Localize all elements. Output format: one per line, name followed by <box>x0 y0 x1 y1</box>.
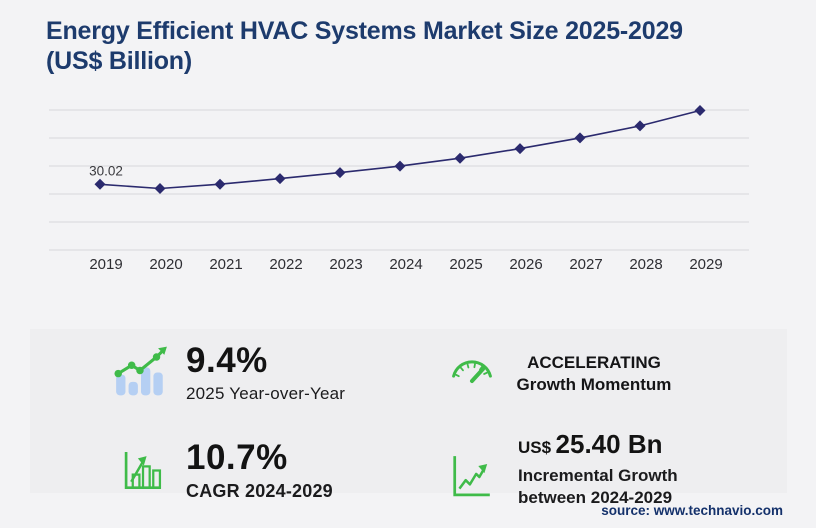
data-point-marker <box>694 105 706 116</box>
stat-cagr-value: 10.7% <box>186 438 288 477</box>
market-size-line-chart: 2019 2020 2021 2022 2023 2024 2025 2026 2027 2028… <box>49 105 749 273</box>
stat-yoy-value: 9.4% <box>186 341 268 380</box>
data-point-marker <box>634 120 646 132</box>
x-axis-label: 2023 <box>329 256 362 273</box>
data-point-marker <box>154 183 166 194</box>
data-point-marker <box>334 167 346 179</box>
data-point-marker <box>94 178 106 190</box>
data-point-marker <box>454 152 466 164</box>
source-attribution: source: www.technavio.com <box>601 503 783 518</box>
data-point-marker <box>274 173 286 185</box>
series-line <box>99 109 701 190</box>
x-axis-label: 2027 <box>569 256 602 273</box>
stat-cagr: 10.7% CAGR 2024-2029 <box>186 438 333 502</box>
stat-yoy: 9.4% 2025 Year-over-Year <box>186 341 345 404</box>
stat-incremental-label-line1: Incremental Growth <box>518 466 678 485</box>
x-axis-label: 2019 <box>89 256 122 273</box>
x-axis-label: 2022 <box>269 256 302 273</box>
page-title: Energy Efficient HVAC Systems Market Siz… <box>46 16 770 76</box>
speedometer-icon <box>452 360 492 383</box>
data-point-marker <box>514 143 526 155</box>
data-point-marker <box>394 160 406 172</box>
bar-chart-trend-icon <box>114 346 167 396</box>
stat-yoy-label: 2025 Year-over-Year <box>186 384 346 403</box>
x-axis-label: 2020 <box>149 256 182 273</box>
stat-momentum-value: ACCELERATING <box>527 353 661 372</box>
stat-incremental-value-line: US$ 25.40 Bn <box>518 428 678 465</box>
growth-bars-icon <box>124 452 162 490</box>
page-title-line1: Energy Efficient HVAC Systems Market Siz… <box>46 17 683 45</box>
x-axis-label: 2028 <box>629 256 662 273</box>
stat-incremental-label-line2: between 2024-2029 <box>518 488 673 507</box>
stat-incremental: US$ 25.40 Bn Incremental Growth between … <box>518 428 678 509</box>
x-axis-label: 2024 <box>389 256 422 273</box>
x-axis-label: 2021 <box>209 256 242 273</box>
data-point-marker <box>574 132 586 144</box>
data-point-marker <box>214 178 226 190</box>
x-axis-label: 2025 <box>449 256 482 273</box>
data-point-label: 30.02 <box>89 163 123 178</box>
x-axis-label: 2026 <box>509 256 542 273</box>
x-axis-label: 2029 <box>689 256 722 273</box>
page-title-line2: (US$ Billion) <box>46 47 193 75</box>
stat-incremental-value: 25.40 Bn <box>555 429 663 459</box>
stat-cagr-label: CAGR 2024-2029 <box>186 481 333 501</box>
stat-momentum-label: Growth Momentum <box>516 375 672 394</box>
stat-momentum: ACCELERATING Growth Momentum <box>505 352 683 396</box>
rising-arrow-icon <box>453 456 490 497</box>
stat-incremental-currency: US$ <box>518 438 552 457</box>
